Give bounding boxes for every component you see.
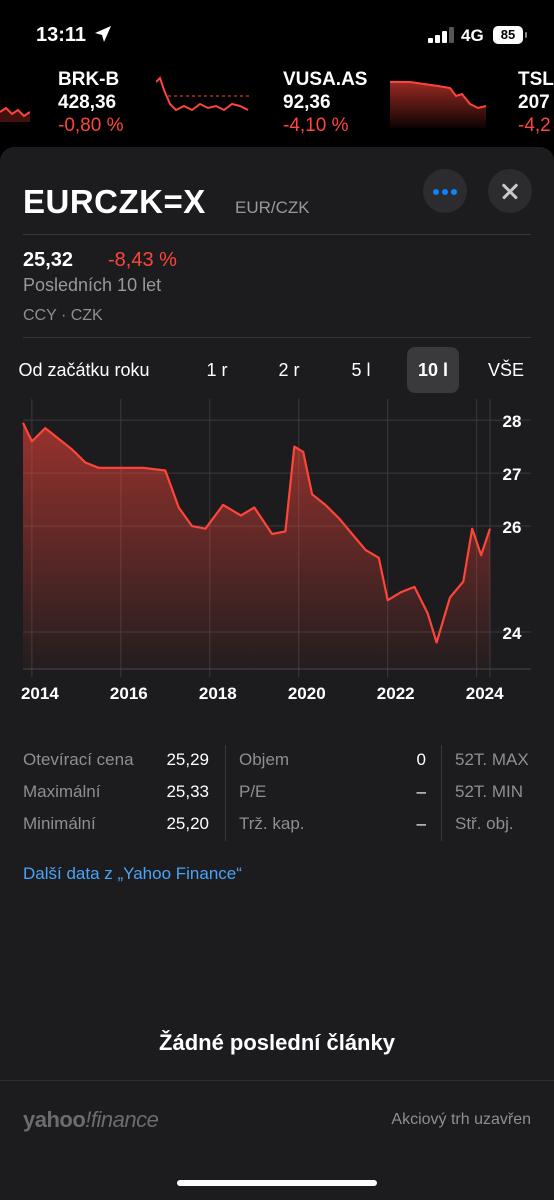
stats-grid: Otevírací cena 25,29 Maximální 25,33 Min… [0,745,554,845]
price-chart[interactable]: 2014 2016 2018 2020 2022 2024 28 27 26 24 [0,399,554,711]
stat-high-label: Maximální [23,782,101,801]
stat-low-label: Minimální [23,814,96,833]
tab-all[interactable]: VŠE [487,360,525,380]
ticker-price: 428,36 [58,92,117,113]
stat-high-value: 25,33 [166,782,209,801]
status-bar: 13:11 4G 85 [0,0,554,62]
ticker-symbol: VUSA.AS [283,69,368,90]
network-type: 4G [461,26,484,45]
current-price: 25,32 [23,249,74,271]
stat-volume-label: Objem [239,750,290,769]
ticker-sparkline [156,76,250,112]
ticker-item-brk-b[interactable]: BRK-B 428,36 -0,80 % [58,68,123,137]
chart-line [22,422,492,644]
ticker-item-vusa[interactable]: VUSA.AS 92,36 -4,10 % [283,68,367,137]
tab-ytd[interactable]: Od začátku roku [18,360,150,380]
y-tick-label: 26 [503,518,522,537]
more-options-button[interactable] [423,169,467,213]
ticker-price: 207 [518,92,550,113]
currency-meta: CCY · CZK [23,307,103,324]
stat-open-value: 25,29 [166,750,209,769]
ticker-change: -4,10 % [283,115,349,136]
x-tick-label: 2018 [199,684,237,703]
ticker-symbol: BRK-B [58,69,120,90]
yahoo-finance-link[interactable]: Další data z „Yahoo Finance“ [23,864,242,883]
y-tick-label: 28 [503,412,522,431]
battery-icon: 85 [493,26,527,44]
stat-pe-label: P/E [239,782,267,801]
ticker-change: -4,2 [518,115,551,136]
stats-divider [441,745,442,841]
location-arrow-icon [95,26,111,42]
stats-divider [225,745,226,841]
range-tabs: Od začátku roku 1 r 2 r 5 l 10 l VŠE [0,347,554,393]
x-tick-label: 2016 [110,684,148,703]
stat-52w-low-label: 52T. MIN [455,782,524,801]
stat-pe-value: – [416,782,426,801]
ticker-sparkline [0,106,30,122]
y-tick-label: 24 [503,624,522,643]
home-indicator[interactable] [177,1180,377,1186]
stat-open-label: Otevírací cena [23,750,134,769]
ticker-item-tsla[interactable]: TSL 207 -4,2 [518,68,554,137]
stock-detail-sheet: EURCZK=X EUR/CZK 25,32 -8,43 % Posledníc… [0,147,554,1200]
period-label: Posledních 10 let [23,275,162,295]
stat-mktcap-label: Trž. kap. [239,814,305,833]
no-articles-message: Žádné poslední články [159,1030,395,1055]
header-divider [23,234,531,235]
tab-2y[interactable]: 2 r [278,360,300,380]
stat-volume-value: 0 [416,750,426,769]
ticker-symbol: TSL [518,69,554,90]
x-tick-label: 2022 [377,684,415,703]
ticker-change: -0,80 % [58,115,124,136]
tabs-divider [23,337,531,338]
footer-divider [0,1080,554,1081]
chart-area [23,422,490,669]
close-button[interactable] [488,169,532,213]
x-tick-label: 2014 [21,684,59,703]
x-tick-label: 2020 [288,684,326,703]
stat-52w-high-label: 52T. MAX [455,750,529,769]
stat-low-value: 25,20 [166,814,209,833]
yahoo-finance-logo[interactable]: yahoo!finance [23,1107,159,1132]
ticker-price: 92,36 [283,92,331,113]
ticker-sparkline [390,81,486,128]
y-tick-label: 27 [503,465,522,484]
stat-mktcap-value: – [416,814,426,833]
symbol-title: EURCZK=X [23,183,206,220]
tab-1y[interactable]: 1 r [206,360,228,380]
cellular-signal-icon [428,27,454,43]
status-time: 13:11 [36,24,87,46]
stat-avg-vol-label: Stř. obj. [455,814,514,833]
ticker-strip[interactable]: BRK-B 428,36 -0,80 % VUSA.AS 92,36 -4,10… [0,62,554,144]
market-status: Akciový trh uzavřen [391,1111,531,1128]
symbol-name: EUR/CZK [235,198,310,217]
tab-10y[interactable]: 10 l [407,347,459,393]
price-change: -8,43 % [108,249,177,271]
tab-5y[interactable]: 5 l [351,360,371,380]
x-tick-label: 2024 [466,684,504,703]
